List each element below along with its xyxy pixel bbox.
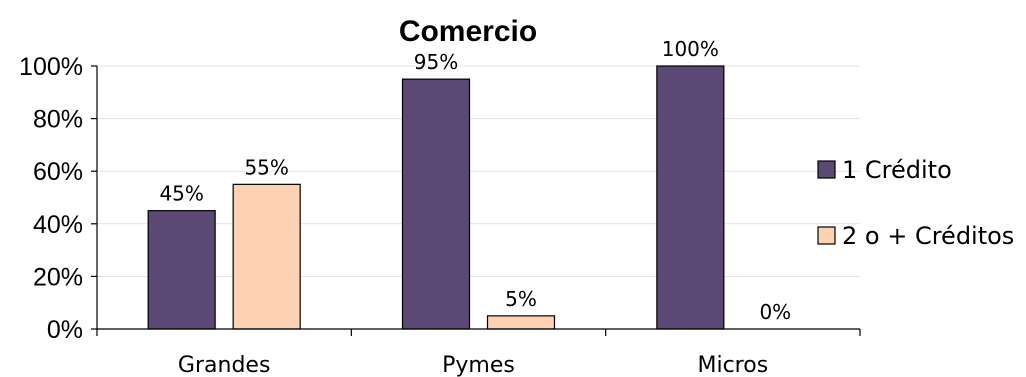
x-axis: Grandes Pymes Micros [96, 328, 861, 377]
data-label: 0% [759, 300, 791, 324]
chart-title: Comercio [399, 15, 537, 48]
legend-label: 2 o + Créditos [842, 222, 1014, 250]
data-label: 45% [159, 182, 203, 206]
y-tick-label: 100% [19, 53, 83, 81]
bar [232, 183, 301, 330]
legend-swatch [817, 226, 836, 245]
data-label: 55% [244, 155, 288, 179]
bar [147, 210, 216, 330]
bar [401, 78, 471, 330]
data-label: 95% [414, 50, 458, 74]
y-tick-label: 0% [47, 316, 83, 344]
data-label: 100% [662, 37, 719, 61]
legend-label: 1 Crédito [842, 156, 952, 184]
bars: 45% 55% 95% 5% 100% 0% [147, 37, 791, 330]
data-label: 5% [505, 287, 537, 311]
y-tick-label: 60% [33, 158, 83, 186]
legend-swatch [817, 160, 836, 179]
bar [656, 65, 725, 330]
gridlines [97, 65, 860, 277]
x-tick-label: Micros [697, 353, 768, 377]
y-tick-label: 20% [33, 263, 83, 291]
x-tick-label: Pymes [442, 353, 515, 377]
y-tick-label: 40% [33, 211, 83, 239]
y-tick-label: 80% [33, 106, 83, 134]
x-tick-label: Grandes [178, 353, 270, 377]
bar [486, 315, 556, 330]
legend: 1 Crédito 2 o + Créditos [817, 156, 1014, 250]
y-axis: 0% 20% 40% 60% 80% 100% [19, 53, 98, 344]
